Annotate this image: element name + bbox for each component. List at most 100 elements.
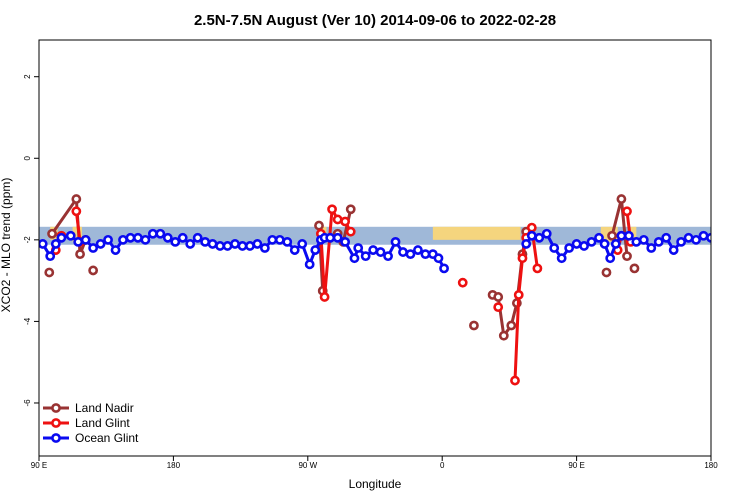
data-point-ocean-glint	[586, 236, 597, 247]
data-point-ocean-glint	[310, 245, 321, 255]
data-point-land-glint	[526, 222, 537, 233]
data-point-ocean-glint	[683, 232, 694, 243]
data-point-ocean-glint	[325, 232, 336, 243]
data-point-ocean-glint	[297, 239, 308, 249]
data-point-ocean-glint	[599, 239, 610, 249]
data-point-ocean-glint	[274, 234, 285, 245]
data-point-ocean-glint	[118, 234, 128, 245]
data-point-land-nadir	[601, 267, 612, 278]
data-point-ocean-glint	[332, 232, 343, 243]
data-point-ocean-glint	[646, 243, 657, 253]
data-point-ocean-glint	[405, 249, 416, 260]
data-point-ocean-glint	[103, 234, 113, 245]
data-point-ocean-glint	[65, 230, 76, 241]
data-point-ocean-glint	[420, 249, 431, 260]
data-point-ocean-glint	[610, 239, 621, 249]
data-point-land-glint	[457, 277, 468, 288]
legend-item-ocean-glint: Ocean Glint	[43, 431, 139, 445]
data-point-ocean-glint	[439, 263, 449, 274]
data-point-ocean-glint	[676, 236, 687, 247]
y-axis-label: XCO2 - MLO trend (ppm)	[0, 178, 13, 313]
data-point-land-nadir	[469, 320, 479, 331]
data-point-ocean-glint	[653, 236, 664, 247]
chart-title: 2.5N-7.5N August (Ver 10) 2014-09-06 to …	[194, 12, 556, 29]
data-point-ocean-glint	[706, 232, 711, 243]
data-point-land-glint	[345, 226, 356, 237]
land-band	[432, 226, 521, 240]
data-point-land-glint	[493, 302, 504, 313]
data-point-ocean-glint	[177, 232, 188, 243]
data-point-ocean-glint	[259, 243, 270, 253]
data-point-ocean-glint	[340, 236, 351, 247]
legend-label: Ocean Glint	[75, 431, 139, 445]
x-tick-label: 180	[167, 461, 181, 470]
data-point-ocean-glint	[267, 234, 278, 245]
data-point-land-glint	[532, 263, 543, 274]
data-point-ocean-glint	[147, 228, 158, 239]
data-point-ocean-glint	[638, 234, 649, 245]
data-point-ocean-glint	[80, 234, 91, 245]
data-point-land-nadir	[314, 220, 324, 231]
data-point-ocean-glint	[222, 241, 233, 251]
data-point-land-glint	[327, 204, 337, 215]
data-point-land-nadir	[47, 228, 57, 239]
data-point-ocean-glint	[230, 239, 240, 249]
data-point-ocean-glint	[556, 253, 567, 264]
legend-marker	[51, 418, 61, 428]
data-point-ocean-glint	[95, 239, 106, 249]
data-point-ocean-glint	[200, 236, 211, 247]
data-point-ocean-glint	[722, 232, 729, 239]
x-axis-label: Longitude	[349, 477, 402, 491]
legend-item-land-nadir: Land Nadir	[43, 401, 134, 415]
data-point-ocean-glint	[245, 241, 255, 251]
data-point-land-glint	[517, 253, 528, 264]
data-point-land-nadir	[616, 194, 627, 204]
series-layer	[39, 194, 729, 386]
data-point-ocean-glint	[383, 251, 393, 262]
data-point-ocean-glint	[526, 230, 537, 241]
data-point-ocean-glint	[616, 230, 627, 241]
data-point-ocean-glint	[140, 234, 151, 245]
data-point-ocean-glint	[368, 245, 379, 255]
data-point-ocean-glint	[73, 236, 84, 247]
data-point-land-glint	[71, 206, 82, 217]
y-tick-label: -4	[23, 317, 32, 325]
data-point-land-nadir	[88, 265, 99, 276]
data-point-ocean-glint	[349, 253, 360, 264]
data-point-ocean-glint	[304, 259, 315, 270]
data-point-ocean-glint	[691, 234, 701, 245]
data-point-ocean-glint	[185, 239, 196, 249]
x-tick-label: 90 E	[568, 461, 584, 470]
data-point-ocean-glint	[162, 232, 173, 243]
axes: 90 E 180 90 W 0 90 E 180 2 0 -2 -4 -6	[23, 39, 718, 470]
data-point-ocean-glint	[605, 253, 616, 264]
data-point-land-nadir	[498, 330, 509, 341]
data-point-ocean-glint	[579, 241, 589, 251]
data-point-land-glint	[332, 214, 343, 225]
data-point-ocean-glint	[521, 239, 532, 249]
data-point-ocean-glint	[45, 251, 56, 262]
series-line-land-glint	[513, 226, 539, 381]
x-tick-label: 0	[440, 461, 445, 470]
data-point-ocean-glint	[125, 232, 136, 243]
data-point-land-nadir	[622, 251, 632, 262]
legend-label: Land Glint	[75, 416, 130, 430]
data-point-ocean-glint	[390, 236, 401, 247]
data-point-ocean-glint	[50, 239, 61, 249]
data-point-ocean-glint	[282, 236, 293, 247]
data-point-land-glint	[513, 290, 524, 300]
data-point-ocean-glint	[375, 247, 386, 257]
data-point-ocean-glint	[698, 230, 709, 241]
legend-label: Land Nadir	[75, 401, 134, 415]
data-point-ocean-glint	[39, 239, 48, 249]
data-point-ocean-glint	[360, 251, 371, 262]
data-point-land-nadir	[71, 194, 82, 204]
data-point-ocean-glint	[155, 228, 166, 239]
data-point-ocean-glint	[237, 241, 248, 251]
data-point-land-glint	[319, 292, 330, 302]
data-point-land-glint	[340, 216, 351, 227]
legend-item-land-glint: Land Glint	[43, 416, 130, 430]
data-point-land-nadir	[493, 292, 504, 302]
